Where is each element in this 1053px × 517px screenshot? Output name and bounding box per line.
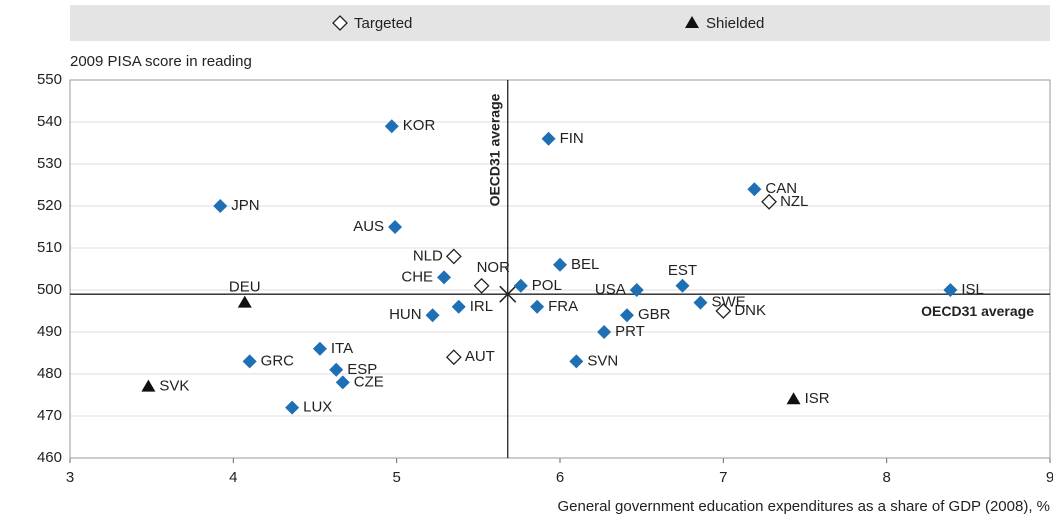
point-label: CHE bbox=[401, 268, 433, 285]
point-label: POL bbox=[532, 277, 562, 294]
point-label: FIN bbox=[560, 130, 584, 147]
point bbox=[329, 362, 344, 377]
point bbox=[761, 193, 777, 210]
point bbox=[388, 220, 403, 234]
point-label: ESP bbox=[347, 361, 377, 378]
point-label: BEL bbox=[571, 256, 599, 273]
point bbox=[384, 119, 399, 134]
point bbox=[445, 248, 462, 265]
y-tick-label: 480 bbox=[37, 365, 62, 382]
point bbox=[285, 400, 300, 415]
y-tick-label: 470 bbox=[37, 407, 62, 424]
point-label: ISL bbox=[961, 281, 984, 298]
point bbox=[237, 295, 252, 308]
x-tick-label: 7 bbox=[719, 469, 727, 486]
point-label: JPN bbox=[231, 197, 259, 214]
average-cross bbox=[499, 285, 517, 303]
y-tick-label: 500 bbox=[37, 281, 62, 298]
y-tick-label: 520 bbox=[37, 197, 62, 214]
y-axis-label: 2009 PISA score in reading bbox=[70, 53, 252, 70]
x-tick-label: 5 bbox=[392, 469, 400, 486]
point bbox=[597, 325, 612, 339]
point bbox=[675, 278, 690, 293]
point bbox=[213, 199, 228, 213]
y-tick-label: 550 bbox=[37, 71, 62, 88]
point bbox=[513, 278, 528, 293]
point-label: CZE bbox=[354, 373, 384, 390]
point bbox=[569, 354, 584, 369]
point bbox=[786, 392, 801, 405]
point-label: SWE bbox=[711, 294, 745, 311]
point bbox=[629, 283, 644, 297]
point-label: AUT bbox=[465, 348, 495, 365]
point bbox=[425, 308, 440, 323]
point bbox=[335, 375, 350, 390]
point-label: EST bbox=[668, 262, 697, 279]
y-tick-label: 490 bbox=[37, 323, 62, 340]
point-label: HUN bbox=[389, 306, 422, 323]
point bbox=[473, 277, 490, 294]
y-tick-label: 510 bbox=[37, 239, 62, 256]
point-label: ITA bbox=[331, 340, 353, 357]
y-tick-label: 540 bbox=[37, 113, 62, 130]
point bbox=[445, 349, 462, 366]
legend-marker bbox=[332, 15, 348, 31]
x-tick-label: 8 bbox=[882, 469, 890, 486]
point-label: NLD bbox=[413, 247, 443, 264]
point bbox=[530, 299, 545, 314]
point-label: USA bbox=[595, 281, 626, 298]
point bbox=[553, 257, 567, 272]
point-label: DEU bbox=[229, 279, 261, 296]
reference-label-y: OECD31 average bbox=[921, 303, 1034, 319]
point bbox=[312, 341, 327, 356]
point-label: NOR bbox=[477, 259, 511, 276]
x-tick-label: 4 bbox=[229, 469, 237, 486]
x-tick-label: 6 bbox=[556, 469, 564, 486]
y-tick-label: 460 bbox=[37, 449, 62, 466]
point bbox=[541, 131, 556, 146]
point bbox=[141, 379, 156, 392]
point-label: FRA bbox=[548, 298, 578, 315]
point bbox=[619, 308, 634, 323]
point bbox=[693, 295, 708, 310]
point-label: SVN bbox=[587, 352, 618, 369]
point-label: IRL bbox=[470, 298, 493, 315]
point-label: AUS bbox=[353, 218, 384, 235]
point bbox=[747, 182, 762, 197]
legend-bar bbox=[70, 5, 1050, 41]
point bbox=[451, 299, 466, 314]
y-tick-label: 530 bbox=[37, 155, 62, 172]
x-axis-label: General government education expenditure… bbox=[557, 498, 1050, 515]
point-label: GRC bbox=[261, 352, 295, 369]
point-label: KOR bbox=[403, 117, 436, 134]
point bbox=[437, 270, 452, 285]
point-label: NZL bbox=[780, 193, 808, 210]
reference-label-x: OECD31 average bbox=[486, 93, 502, 206]
point bbox=[242, 354, 257, 369]
legend-label: Shielded bbox=[706, 15, 764, 32]
point bbox=[943, 283, 958, 297]
point-label: ISR bbox=[805, 390, 830, 407]
point-label: GBR bbox=[638, 306, 671, 323]
point-label: PRT bbox=[615, 323, 645, 340]
x-tick-label: 9 bbox=[1046, 469, 1053, 486]
point-label: SVK bbox=[159, 378, 189, 395]
point-label: CAN bbox=[765, 180, 797, 197]
point-label: DNK bbox=[734, 302, 766, 319]
x-tick-label: 3 bbox=[66, 469, 74, 486]
legend-marker bbox=[685, 16, 699, 28]
plot-frame bbox=[69, 79, 1051, 459]
point bbox=[715, 303, 732, 319]
legend-label: Targeted bbox=[354, 15, 412, 32]
point-label: LUX bbox=[303, 399, 332, 416]
